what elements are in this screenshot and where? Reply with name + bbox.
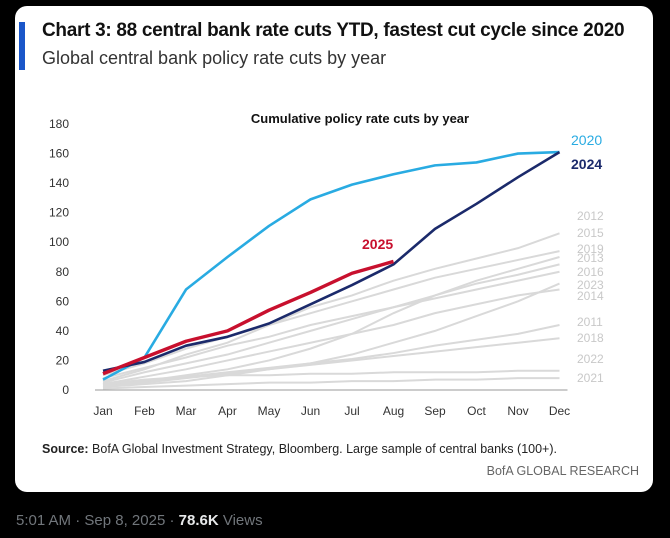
x-tick-label: Sep	[424, 404, 446, 418]
series-label-2016: 2016	[577, 265, 604, 279]
series-label-2025: 2025	[362, 236, 393, 252]
series-line-2012	[102, 232, 560, 383]
series-label-2022: 2022	[577, 352, 604, 366]
series-line-2022	[102, 369, 560, 386]
series-line-2018	[102, 337, 560, 389]
chart-svg: Cumulative policy rate cuts by year 0 20 4…	[49, 111, 604, 418]
series-label-2021: 2021	[577, 371, 604, 385]
y-axis: 0 20 40 60 80 100 120 140 160 180	[49, 117, 568, 397]
y-tick-label: 180	[49, 117, 69, 131]
x-tick-label: Apr	[218, 404, 237, 418]
x-tick-label: Jul	[344, 404, 359, 418]
series-line-2014	[102, 288, 560, 386]
chart-inner-title: Cumulative policy rate cuts by year	[251, 111, 469, 126]
y-tick-label: 160	[49, 147, 69, 161]
series-label-2012: 2012	[577, 209, 604, 223]
series-line-2015	[102, 250, 560, 377]
y-tick-label: 80	[56, 265, 70, 279]
grey-series-group	[102, 232, 560, 390]
x-tick-label: Aug	[383, 404, 404, 418]
series-line-2013	[102, 263, 560, 384]
series-line-2024	[102, 150, 561, 373]
source-note: Source: BofA Global Investment Strategy,…	[42, 442, 557, 456]
x-tick-label: Jun	[301, 404, 320, 418]
series-label-2011: 2011	[577, 315, 603, 329]
y-tick-label: 120	[49, 206, 69, 220]
x-tick-label: Mar	[176, 404, 197, 418]
accent-bar	[19, 22, 25, 70]
series-label-2019: 2019	[577, 242, 604, 256]
series-label-2018: 2018	[577, 331, 604, 345]
views-label: Views	[222, 512, 263, 529]
x-tick-label: Feb	[134, 404, 155, 418]
series-label-2023: 2023	[577, 278, 604, 292]
brand-label: BofA GLOBAL RESEARCH	[486, 464, 639, 478]
view-count: 78.6K	[178, 512, 219, 529]
tweet-date[interactable]: Sep 8, 2025	[84, 512, 166, 529]
y-tick-label: 60	[56, 294, 70, 308]
series-label-2024: 2024	[571, 156, 602, 172]
series-label-2020: 2020	[571, 132, 602, 148]
y-tick-label: 100	[49, 235, 69, 249]
series-label-2013: 2013	[577, 251, 604, 265]
y-tick-label: 0	[62, 383, 69, 397]
series-label-2014: 2014	[577, 289, 604, 303]
y-tick-label: 40	[56, 324, 70, 338]
series-line-2016	[102, 270, 560, 380]
series-label-2015: 2015	[577, 226, 604, 240]
tweet-time[interactable]: 5:01 AM	[16, 512, 72, 529]
highlight-series-group: 2020 2024 2025	[102, 132, 602, 381]
tweet-meta: 5:01 AM · Sep 8, 2025 · 78.6K Views	[16, 512, 263, 529]
x-tick-label: May	[258, 404, 281, 418]
x-axis: Jan Feb Mar Apr May Jun Jul Aug Sep Oct Nov Dec	[93, 404, 570, 418]
x-tick-label: Nov	[507, 404, 528, 418]
y-tick-label: 140	[49, 176, 69, 190]
series-line-2020	[102, 150, 560, 381]
series-line-2023	[102, 282, 560, 389]
y-tick-label: 20	[56, 353, 70, 367]
x-tick-label: Jan	[93, 404, 112, 418]
chart-subtitle: Global central bank policy rate cuts by …	[42, 48, 387, 68]
series-line-2021	[102, 377, 560, 390]
chart-card: Chart 3: 88 central bank rate cuts YTD, …	[15, 6, 653, 492]
x-tick-label: Oct	[467, 404, 486, 418]
x-tick-label: Dec	[549, 404, 570, 418]
series-line-2025	[102, 259, 394, 376]
chart-title: Chart 3: 88 central bank rate cuts YTD, …	[42, 20, 625, 41]
